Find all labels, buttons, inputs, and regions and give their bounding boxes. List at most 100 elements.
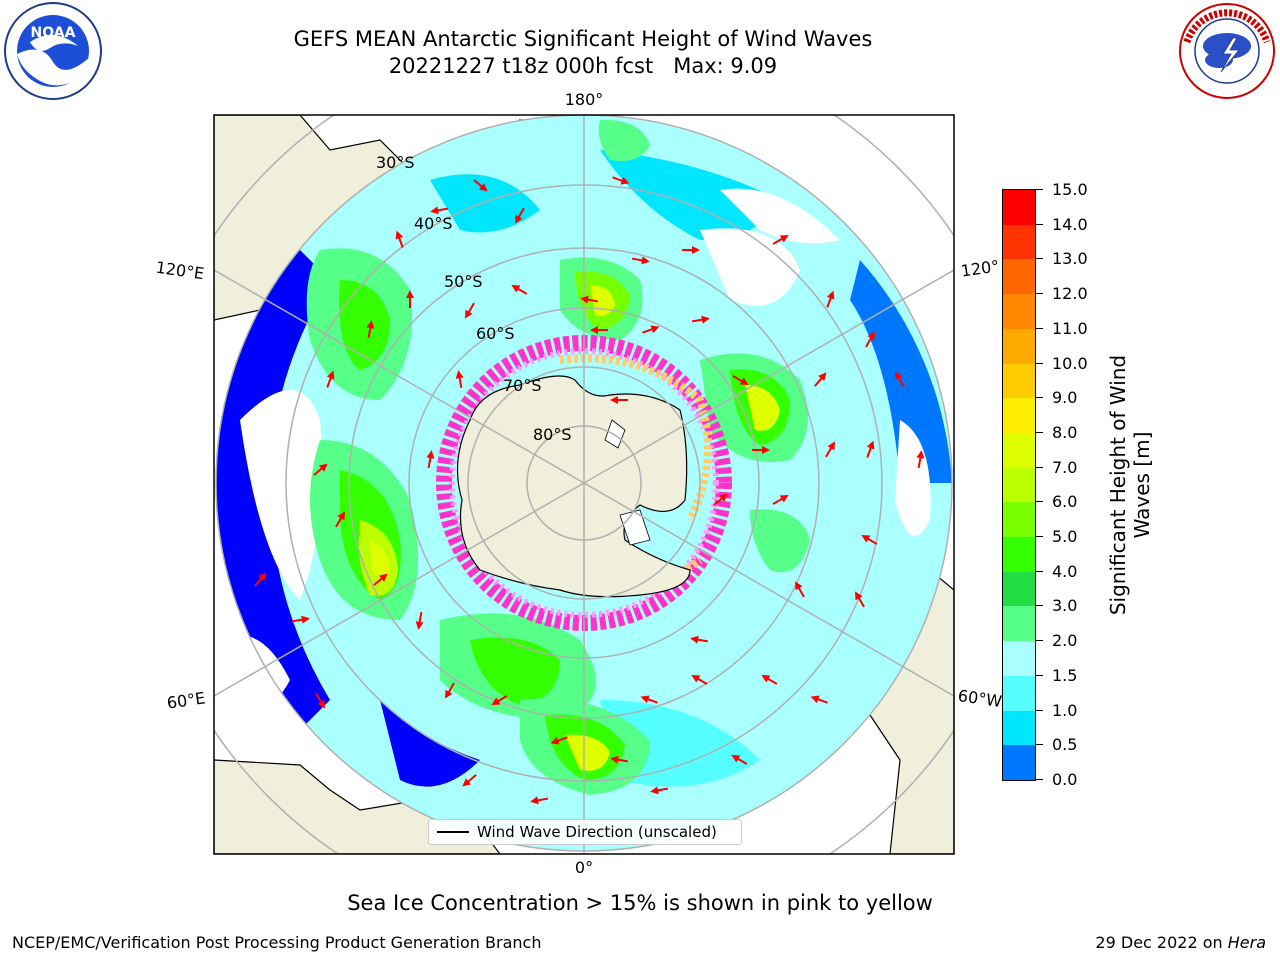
colorbar-tick-mark (1035, 640, 1043, 642)
wave-arrow (610, 755, 629, 764)
lon-label-120e: 120°E (155, 258, 206, 284)
colorbar-tick-label: 8.0 (1052, 422, 1078, 442)
wave-arrow (373, 573, 388, 586)
colorbar-segment (1003, 710, 1035, 746)
colorbar-tick-mark (1035, 431, 1043, 433)
wave-arrow (895, 371, 905, 388)
colorbar-tick-label: 1.5 (1052, 665, 1078, 685)
colorbar-tick-mark (1035, 779, 1043, 780)
colorbar-tick-label: 0.0 (1052, 770, 1078, 789)
colorbar-tick-label: 5.0 (1052, 527, 1078, 547)
map-legend: Wind Wave Direction (unscaled) (428, 819, 742, 845)
wave-arrow (713, 493, 728, 506)
footer-date-text: 29 Dec 2022 on (1095, 933, 1228, 952)
wave-arrow (826, 290, 835, 308)
wave-arrow (691, 315, 710, 324)
colorbar-segment (1003, 294, 1035, 330)
wave-arrow (315, 692, 325, 709)
wave-arrow (415, 611, 424, 630)
wave-arrow (254, 572, 267, 587)
colorbar-tick-label: 12.0 (1052, 284, 1088, 304)
wave-arrow (772, 495, 789, 505)
wave-arrow (690, 635, 709, 644)
lat-label-30s: 30°S (376, 153, 415, 172)
wave-arrow (326, 370, 335, 388)
wave-arrow (732, 375, 749, 385)
colorbar-tick-mark (1035, 189, 1043, 190)
colorbar-tick-mark (1035, 674, 1043, 676)
colorbar-tick-mark (1035, 536, 1043, 538)
wave-arrow (810, 695, 828, 704)
wave-arrow (473, 179, 488, 192)
colorbar-tick-label: 2.0 (1052, 631, 1078, 651)
colorbar-tick-mark (1035, 501, 1043, 503)
wave-arrow (426, 450, 435, 469)
colorbar-tick-label: 9.0 (1052, 388, 1078, 408)
wave-arrow (682, 246, 700, 254)
colorbar-tick-label: 10.0 (1052, 353, 1088, 373)
wave-arrow (731, 755, 748, 765)
legend-line-sample (437, 831, 469, 833)
legend-label: Wind Wave Direction (unscaled) (477, 823, 717, 841)
colorbar-segment (1003, 224, 1035, 260)
colorbar-segment (1003, 502, 1035, 538)
colorbar-tick-label: 13.0 (1052, 249, 1088, 269)
colorbar-tick-mark (1035, 570, 1043, 572)
colorbar-segment (1003, 606, 1035, 642)
nws-logo (1179, 3, 1275, 99)
colorbar-tick-label: 11.0 (1052, 318, 1088, 338)
antarctica (456, 375, 691, 598)
wave-arrow (580, 295, 599, 304)
colorbar-tick-mark (1035, 293, 1043, 295)
colorbar-segment (1003, 745, 1035, 781)
colorbar-tick-label: 4.0 (1052, 561, 1078, 581)
wave-arrow (335, 511, 345, 528)
footer-machine: Hera (1227, 933, 1266, 952)
wave-arrow (825, 441, 835, 458)
colorbar-segment (1003, 328, 1035, 365)
colorbar-tick-label: 7.0 (1052, 457, 1078, 477)
colorbar-title: Significant Height of Wind Waves [m] (1106, 354, 1154, 616)
colorbar-tick-label: 1.0 (1052, 700, 1078, 720)
colorbar-segment (1003, 571, 1035, 607)
lon-label-60e: 60°E (166, 688, 207, 712)
wave-arrow (465, 302, 475, 319)
graticule (214, 115, 954, 854)
colorbar-tick-mark (1035, 362, 1043, 364)
wave-arrow (650, 786, 669, 795)
wave-arrow (752, 446, 770, 454)
colorbar-segment (1003, 467, 1035, 503)
colorbar-tick-label: 14.0 (1052, 214, 1088, 234)
wave-arrow (313, 463, 328, 476)
wave-arrow (366, 320, 375, 339)
colorbar-tick-mark (1035, 397, 1043, 399)
colorbar-tick-mark (1035, 258, 1043, 260)
colorbar (1002, 189, 1036, 781)
lat-label-60s: 60°S (476, 324, 515, 343)
wave-arrow (865, 331, 875, 348)
wave-arrow (772, 235, 789, 245)
wave-arrow (511, 285, 528, 295)
wave-arrow (642, 325, 660, 334)
colorbar-tick-mark (1035, 709, 1043, 711)
wave-arrow (640, 695, 658, 704)
lat-label-50s: 50°S (444, 272, 483, 291)
wave-arrow (612, 176, 630, 185)
wave-arrow (795, 581, 805, 598)
colorbar-segment (1003, 363, 1035, 399)
wave-arrow (515, 207, 525, 224)
lon-label-0: 0° (575, 858, 593, 877)
wave-arrow (491, 695, 508, 705)
lat-label-40s: 40°S (414, 214, 453, 233)
colorbar-tick-label: 6.0 (1052, 492, 1078, 512)
colorbar-tick-label: 0.5 (1052, 735, 1078, 755)
wave-arrow (291, 615, 310, 624)
wave-arrow (590, 326, 608, 334)
lon-label-120w: 120° (960, 256, 1001, 280)
wave-arrow (462, 774, 477, 787)
wave-arrow (610, 396, 628, 404)
noaa-text: NOAA (31, 25, 76, 41)
colorbar-segment (1003, 675, 1035, 712)
colorbar-segment (1003, 432, 1035, 469)
